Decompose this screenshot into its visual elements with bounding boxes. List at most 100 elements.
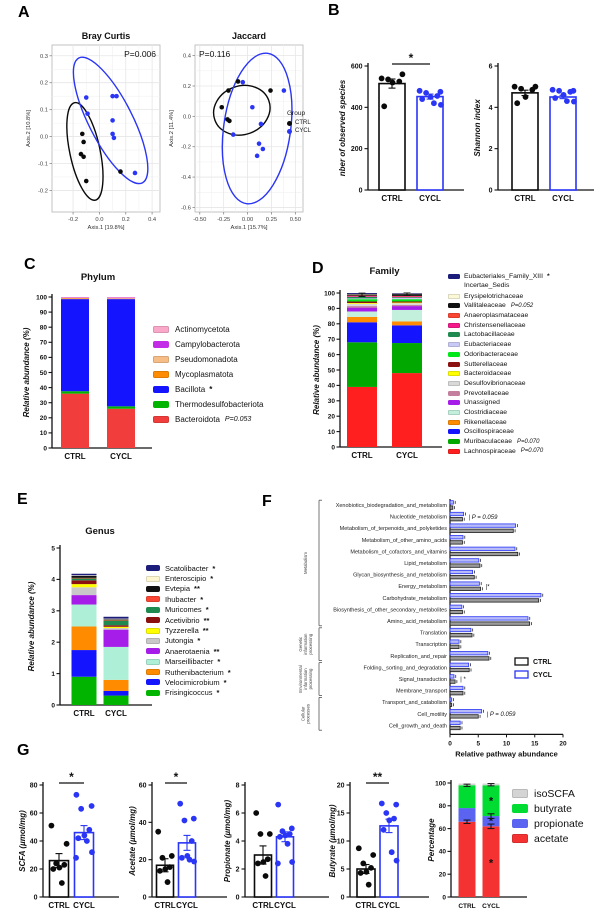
legend-label: Scatolibacter (165, 563, 209, 573)
svg-text:CYCL: CYCL (396, 451, 418, 460)
legend-item: Muribaculaceae P=0.070 (448, 437, 550, 447)
svg-text:Cellular: Cellular (301, 706, 306, 721)
svg-text:*: * (409, 51, 414, 65)
svg-text:0.2: 0.2 (183, 84, 191, 90)
significance-marker: * (210, 574, 214, 584)
legend-swatch (146, 606, 160, 613)
legend-item: Pseudomonadota (153, 352, 264, 367)
svg-text:8: 8 (236, 783, 240, 790)
svg-text:0.3: 0.3 (40, 54, 48, 60)
scfa-percentage-chart: 0 20 40 60 80 100 Percentage CTRL CYCL * * * (427, 780, 527, 910)
legend-label: Anaerotaenia (165, 646, 210, 656)
panel-label-e: E (17, 491, 28, 508)
legend-swatch (153, 416, 169, 423)
scfa-percentage-legend: isoSCFA butyrate propionate acetate (512, 786, 584, 846)
svg-text:600: 600 (351, 64, 363, 71)
legend-label: Lactobacillaceae (464, 331, 515, 339)
svg-text:Axis.1 [19.8%]: Axis.1 [19.8%] (87, 225, 124, 231)
significance-marker: ** (202, 626, 209, 636)
p-value: P=0.070 (516, 438, 540, 445)
svg-text:0.00: 0.00 (242, 217, 253, 223)
legend-item: CYCL (287, 127, 311, 135)
svg-text:Family: Family (369, 266, 400, 277)
svg-text:15: 15 (337, 811, 345, 818)
svg-text:20: 20 (559, 740, 567, 747)
legend-label: acetate (534, 832, 569, 845)
svg-text:SCFA (µmol/mg): SCFA (µmol/mg) (18, 810, 27, 872)
legend-label: Campylobacterota (175, 340, 240, 349)
legend-item: Thermodesulfobacteriota (153, 397, 264, 412)
svg-text:CYCL: CYCL (274, 901, 296, 910)
svg-text:Relative abundance (%): Relative abundance (%) (27, 581, 36, 671)
svg-text:0.2: 0.2 (122, 217, 130, 223)
svg-text:0.2: 0.2 (40, 81, 48, 87)
svg-text:20: 20 (40, 415, 48, 422)
legend-item: propionate (512, 816, 584, 831)
legend-item: Oscillospiraceae (448, 427, 550, 437)
svg-text:Propionate (µmol/mg): Propionate (µmol/mg) (223, 799, 232, 882)
svg-text:Cell_growth_and_death: Cell_growth_and_death (389, 723, 447, 729)
svg-text:30: 30 (40, 400, 48, 407)
legend-swatch (146, 627, 160, 634)
significance-marker: * (546, 273, 550, 281)
significance-marker: * (200, 594, 204, 604)
bray-curtis-pcoa-plot: -0.2 0.0 0.2 0.4 -0.2 -0.1 0.0 0.1 0.2 0.3 Bray Cu… (26, 31, 161, 231)
svg-text:Signal_transduction: Signal_transduction (399, 677, 447, 683)
scfa-chart: 0 20 40 60 80 SCFA (µmol/mg) CTRL CYCL * (18, 770, 119, 910)
svg-text:80: 80 (40, 325, 48, 332)
legend-item: Campylobacterota (153, 337, 264, 352)
svg-text:0: 0 (359, 188, 363, 195)
legend-swatch (448, 419, 460, 425)
jaccard-pcoa-plot: -0.50 -0.25 0.00 0.25 0.50 -0.6 -0.4 -0.2 0.0 0.2… (169, 31, 304, 231)
svg-text:0: 0 (331, 444, 335, 451)
svg-text:CYCL: CYCL (419, 194, 441, 203)
svg-text:6: 6 (489, 64, 493, 71)
svg-text:10: 10 (40, 430, 48, 437)
legend-item: Enteroscipio * (146, 573, 231, 583)
svg-text:Phylum: Phylum (81, 272, 115, 283)
svg-text:5: 5 (476, 740, 480, 747)
svg-text:20: 20 (328, 414, 336, 421)
legend-label: Sutterellaceae (464, 360, 508, 368)
svg-text:Cell_motility: Cell_motility (417, 712, 447, 718)
p-value: P=0.052 (510, 302, 534, 309)
svg-text:Transport_and_catabolism: Transport_and_catabolism (382, 700, 447, 706)
svg-text:CYCL: CYCL (176, 901, 198, 910)
legend-swatch (146, 596, 160, 603)
svg-text:*: * (69, 770, 74, 784)
legend-label: Ihubacter (165, 594, 197, 604)
legend-label: Erysipelotrichaceae (464, 292, 524, 300)
svg-text:Metabolism: Metabolism (303, 552, 308, 574)
svg-text:60: 60 (40, 355, 48, 362)
legend-swatch (448, 313, 460, 319)
svg-text:CYCL: CYCL (110, 452, 132, 461)
svg-text:-0.50: -0.50 (193, 217, 206, 223)
svg-text:Axis.2 [10.8%]: Axis.2 [10.8%] (26, 110, 32, 147)
legend-swatch (146, 637, 160, 644)
svg-text:CYCL: CYCL (533, 672, 553, 679)
svg-text:CTRL: CTRL (381, 194, 402, 203)
svg-text:Genetic: Genetic (298, 636, 303, 652)
svg-text:Replication_and_repair: Replication_and_repair (390, 654, 447, 660)
legend-swatch (146, 679, 160, 686)
panel-label-a: A (18, 4, 30, 21)
svg-text:70: 70 (40, 340, 48, 347)
legend-swatch (512, 789, 528, 798)
legend-item: CTRL (287, 119, 311, 127)
legend-label: Vallitaleaceae (464, 302, 506, 310)
svg-text:Metabolism_of_other_amino_acid: Metabolism_of_other_amino_acids (362, 538, 448, 544)
legend-label: isoSCFA (534, 787, 575, 800)
legend-label: Thermodesulfobacteriota (175, 400, 264, 409)
panel-label-c: C (24, 256, 36, 273)
svg-text:60: 60 (139, 783, 147, 790)
svg-text:-0.6: -0.6 (181, 205, 191, 211)
legend-label: Rikenellaceae (464, 418, 507, 426)
svg-text:Axis.1 [15.7%]: Axis.1 [15.7%] (230, 225, 267, 231)
svg-text:Axis.2 [11.4%]: Axis.2 [11.4%] (169, 110, 175, 147)
legend-swatch (448, 429, 460, 435)
legend-label: Mycoplasmatota (175, 370, 234, 379)
svg-text:Bray Curtis: Bray Curtis (82, 31, 131, 41)
legend-item: Erysipelotrichaceae (448, 291, 550, 301)
legend-label: Frisingicoccus (165, 688, 213, 698)
legend-item: Eubacteriaceae (448, 340, 550, 350)
